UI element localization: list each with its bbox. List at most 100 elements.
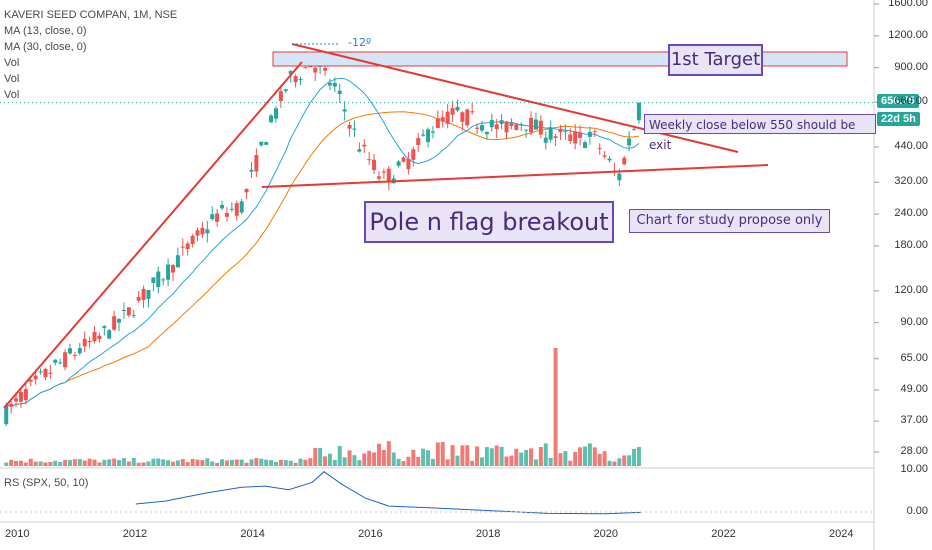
volume-bar [622, 455, 627, 466]
y-tick-label: 65.00 [900, 351, 928, 364]
candle-body [210, 214, 215, 220]
candle-body [141, 288, 146, 300]
candle-body [543, 137, 548, 143]
candle-body [38, 371, 43, 373]
candle-body [411, 149, 416, 160]
candle-body [220, 204, 225, 209]
candle-body [117, 319, 122, 323]
candle-body [278, 91, 283, 101]
volume-bar [131, 458, 136, 466]
candle-body [435, 118, 440, 128]
rs-y-tick-label: 10.00 [900, 463, 928, 475]
y-tick-label: 90.00 [900, 315, 928, 328]
volume-bar [107, 459, 112, 466]
volume-bar [381, 449, 386, 466]
candle-body [332, 82, 337, 87]
candle-body [72, 354, 77, 356]
candle-body [396, 161, 401, 166]
candle-body [352, 128, 357, 130]
volume-bar [533, 459, 538, 466]
angle-label: -12º [348, 36, 372, 49]
volume-bar [146, 461, 151, 466]
volume-bar [494, 445, 499, 466]
volume-bar [602, 451, 607, 466]
volume-bar [553, 348, 558, 466]
volume-bar [14, 460, 19, 466]
candle-body [386, 168, 391, 182]
candle-body [244, 189, 249, 193]
volume-bar [234, 459, 239, 466]
volume-bar [166, 460, 171, 466]
volume-bar [102, 459, 107, 466]
volume-bar [489, 448, 494, 466]
candle-body [136, 296, 141, 301]
y-tick-label: 1600.00 [888, 0, 928, 9]
candle-body [224, 212, 229, 217]
volume-bar [53, 460, 58, 466]
candle-body [465, 109, 470, 126]
candle-body [401, 157, 406, 162]
candle-body [514, 124, 519, 130]
volume-bar [440, 441, 445, 466]
volume-bar [543, 443, 548, 466]
candle-body [563, 130, 568, 132]
volume-bar [58, 462, 63, 466]
volume-bar [323, 456, 328, 466]
candle-body [499, 120, 504, 124]
candle-body [259, 141, 264, 146]
x-tick-label: 2024 [829, 528, 854, 540]
volume-bar [249, 459, 254, 466]
volume-bar [362, 453, 367, 466]
volume-bar [430, 458, 435, 466]
candle-body [9, 403, 14, 407]
candle-body [126, 307, 131, 316]
volume-bar [38, 461, 43, 466]
candle-body [455, 106, 460, 111]
candle-body [440, 117, 445, 122]
candle-body [102, 326, 107, 328]
candle-body [185, 243, 190, 250]
candle-body [558, 129, 563, 133]
candle-body [484, 132, 489, 135]
candle-body [205, 229, 210, 234]
candle-body [426, 129, 431, 143]
volume-bar [180, 459, 185, 466]
x-tick-label: 2016 [358, 528, 383, 540]
volume-bar [509, 455, 514, 466]
candle-body [77, 348, 82, 354]
volume-bar [342, 457, 347, 466]
candle-body [489, 120, 494, 128]
volume-bar [185, 462, 190, 466]
volume-bar [244, 462, 249, 466]
candle-body [592, 131, 597, 133]
candle-body [131, 315, 136, 317]
candle-body [504, 121, 509, 133]
rs-y-tick-label: 0.00 [906, 505, 928, 517]
volume-bar [195, 459, 200, 466]
candle-body [450, 108, 455, 115]
volume-bar [435, 442, 440, 466]
candle-body [627, 138, 632, 146]
volume-bar [578, 447, 583, 466]
candle-body [170, 265, 175, 273]
candle-body [430, 131, 435, 133]
candle-body [239, 201, 244, 213]
volume-bar [558, 453, 563, 466]
volume-bar [239, 459, 244, 466]
volume-bar [4, 462, 9, 466]
volume-bar [396, 458, 401, 466]
candle-body [470, 111, 475, 113]
volume-bar [519, 452, 524, 466]
x-tick-label: 2020 [593, 528, 619, 540]
legend-title: KAVERI SEED COMPAN, 1M, NSE [4, 9, 178, 21]
volume-bar [416, 456, 421, 466]
candle-body [151, 277, 156, 284]
x-tick-label: 2014 [240, 528, 265, 540]
volume-bar [293, 462, 298, 466]
volume-bar [283, 460, 288, 466]
candle-body [249, 169, 254, 172]
volume-bar [391, 452, 396, 466]
y-tick-label: 49.00 [900, 383, 928, 396]
volume-bar [582, 446, 587, 466]
candle-body [578, 132, 583, 138]
